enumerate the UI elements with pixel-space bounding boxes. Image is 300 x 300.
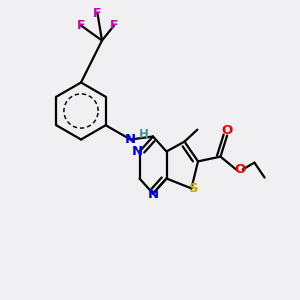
Text: O: O bbox=[234, 163, 245, 176]
Text: N: N bbox=[131, 145, 143, 158]
Text: N: N bbox=[147, 188, 159, 202]
Text: F: F bbox=[110, 19, 118, 32]
Text: S: S bbox=[189, 182, 198, 195]
Text: H: H bbox=[139, 128, 149, 141]
Text: F: F bbox=[93, 7, 102, 20]
Text: N: N bbox=[125, 133, 136, 146]
Text: F: F bbox=[77, 19, 85, 32]
Text: O: O bbox=[221, 124, 233, 137]
